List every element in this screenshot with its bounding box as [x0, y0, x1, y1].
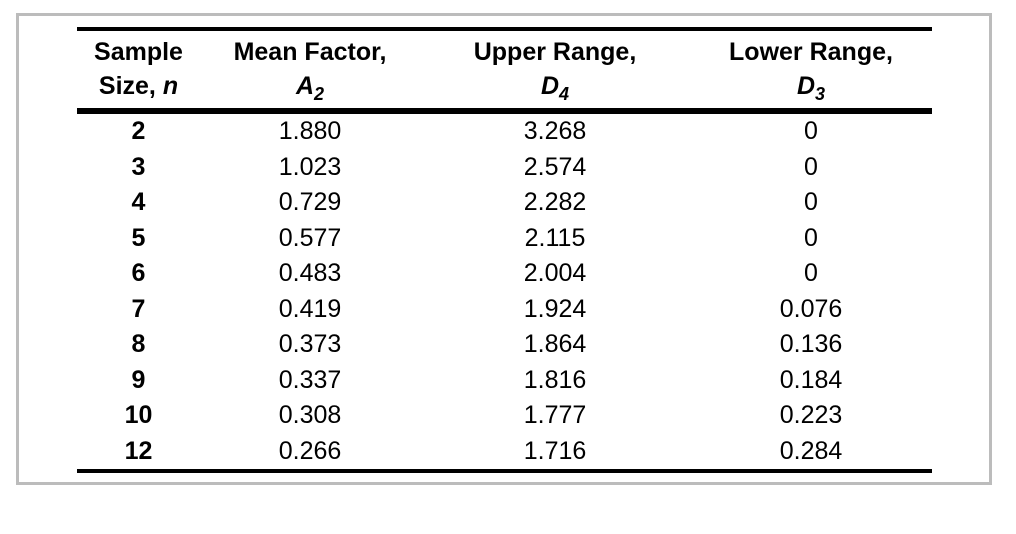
cell-lower-range-d3: 0 — [804, 152, 818, 181]
cell-upper-range-d4: 1.924 — [523, 294, 587, 323]
cell-lower-range-d3: 0 — [804, 223, 818, 252]
cell-upper-range-d4: 2.115 — [524, 223, 586, 252]
cell-upper-range-d4: 1.816 — [523, 365, 587, 394]
cell-upper-range-d4: 1.864 — [523, 330, 587, 358]
table-row: 7 0.419 1.924 0.076 — [77, 292, 932, 328]
table-frame — [16, 13, 992, 485]
cell-sample-size: 7 — [131, 294, 146, 323]
cell-lower-range-d3: 0.284 — [779, 436, 843, 465]
symbol-d4: D — [540, 72, 560, 100]
symbol-n: n — [162, 72, 179, 100]
table-row: 8 0.373 1.864 0.136 — [77, 327, 932, 363]
header-line1: Sample — [94, 38, 183, 66]
cell-lower-range-d3: 0.136 — [779, 330, 843, 358]
cell-lower-range-d3: 0.076 — [779, 294, 843, 323]
header-line1: Upper Range, — [473, 38, 637, 66]
header-line2: Size, n — [98, 72, 179, 100]
cell-sample-size: 8 — [131, 330, 146, 358]
symbol-d3: D — [796, 72, 816, 100]
cell-mean-factor-a2: 0.373 — [278, 330, 342, 358]
header-line1: Mean Factor, — [233, 38, 387, 66]
cell-lower-range-d3: 0 — [804, 259, 818, 287]
cell-upper-range-d4: 3.268 — [523, 117, 587, 145]
symbol-a2: A — [295, 72, 315, 100]
cell-upper-range-d4: 2.282 — [523, 188, 587, 216]
table-body: 2 1.880 3.268 0 3 1.023 2.574 0 4 0.729 … — [77, 111, 932, 471]
cell-sample-size: 12 — [124, 436, 153, 465]
cell-mean-factor-a2: 0.308 — [278, 401, 342, 429]
cell-lower-range-d3: 0 — [804, 188, 818, 216]
cell-mean-factor-a2: 0.577 — [278, 223, 342, 252]
table-row: 6 0.483 2.004 0 — [77, 256, 932, 292]
cell-upper-range-d4: 2.574 — [523, 152, 587, 181]
cell-upper-range-d4: 1.777 — [523, 401, 587, 429]
table-row: 2 1.880 3.268 0 — [77, 111, 932, 150]
cell-lower-range-d3: 0.184 — [779, 365, 843, 394]
cell-upper-range-d4: 1.716 — [523, 436, 587, 465]
cell-mean-factor-a2: 0.483 — [278, 259, 342, 287]
cell-mean-factor-a2: 0.729 — [278, 188, 342, 216]
header-line2: A2 — [295, 72, 325, 104]
col-header-sample-size: Sample Size, n — [77, 29, 200, 111]
header-line2: D3 — [796, 72, 826, 104]
table-row: 5 0.577 2.115 0 — [77, 221, 932, 257]
cell-sample-size: 5 — [131, 223, 146, 252]
table-header-row: Sample Size, n Mean Factor, A2 Upper Ran… — [77, 29, 932, 111]
cell-mean-factor-a2: 0.337 — [278, 365, 342, 394]
cell-sample-size: 3 — [131, 152, 146, 181]
cell-sample-size: 10 — [124, 401, 153, 429]
table-header: Sample Size, n Mean Factor, A2 Upper Ran… — [77, 29, 932, 111]
table-row: 9 0.337 1.816 0.184 — [77, 363, 932, 399]
cell-lower-range-d3: 0 — [804, 117, 818, 145]
table-row: 4 0.729 2.282 0 — [77, 185, 932, 221]
cell-mean-factor-a2: 0.419 — [278, 294, 342, 323]
control-chart-factors-table: Sample Size, n Mean Factor, A2 Upper Ran… — [77, 27, 932, 473]
cell-sample-size: 6 — [131, 259, 146, 287]
col-header-upper-range: Upper Range, D4 — [420, 29, 690, 111]
cell-mean-factor-a2: 0.266 — [278, 436, 342, 465]
col-header-mean-factor: Mean Factor, A2 — [200, 29, 420, 111]
header-line1: Lower Range, — [729, 38, 893, 66]
table-row: 3 1.023 2.574 0 — [77, 150, 932, 186]
table-row: 12 0.266 1.716 0.284 — [77, 434, 932, 472]
cell-sample-size: 9 — [131, 365, 146, 394]
table-row: 10 0.308 1.777 0.223 — [77, 398, 932, 434]
cell-lower-range-d3: 0.223 — [779, 401, 843, 429]
cell-mean-factor-a2: 1.880 — [278, 117, 342, 145]
cell-upper-range-d4: 2.004 — [523, 259, 587, 287]
cell-mean-factor-a2: 1.023 — [278, 152, 342, 181]
header-line2: D4 — [540, 72, 570, 104]
cell-sample-size: 2 — [131, 117, 146, 145]
col-header-lower-range: Lower Range, D3 — [690, 29, 932, 111]
cell-sample-size: 4 — [131, 188, 146, 216]
